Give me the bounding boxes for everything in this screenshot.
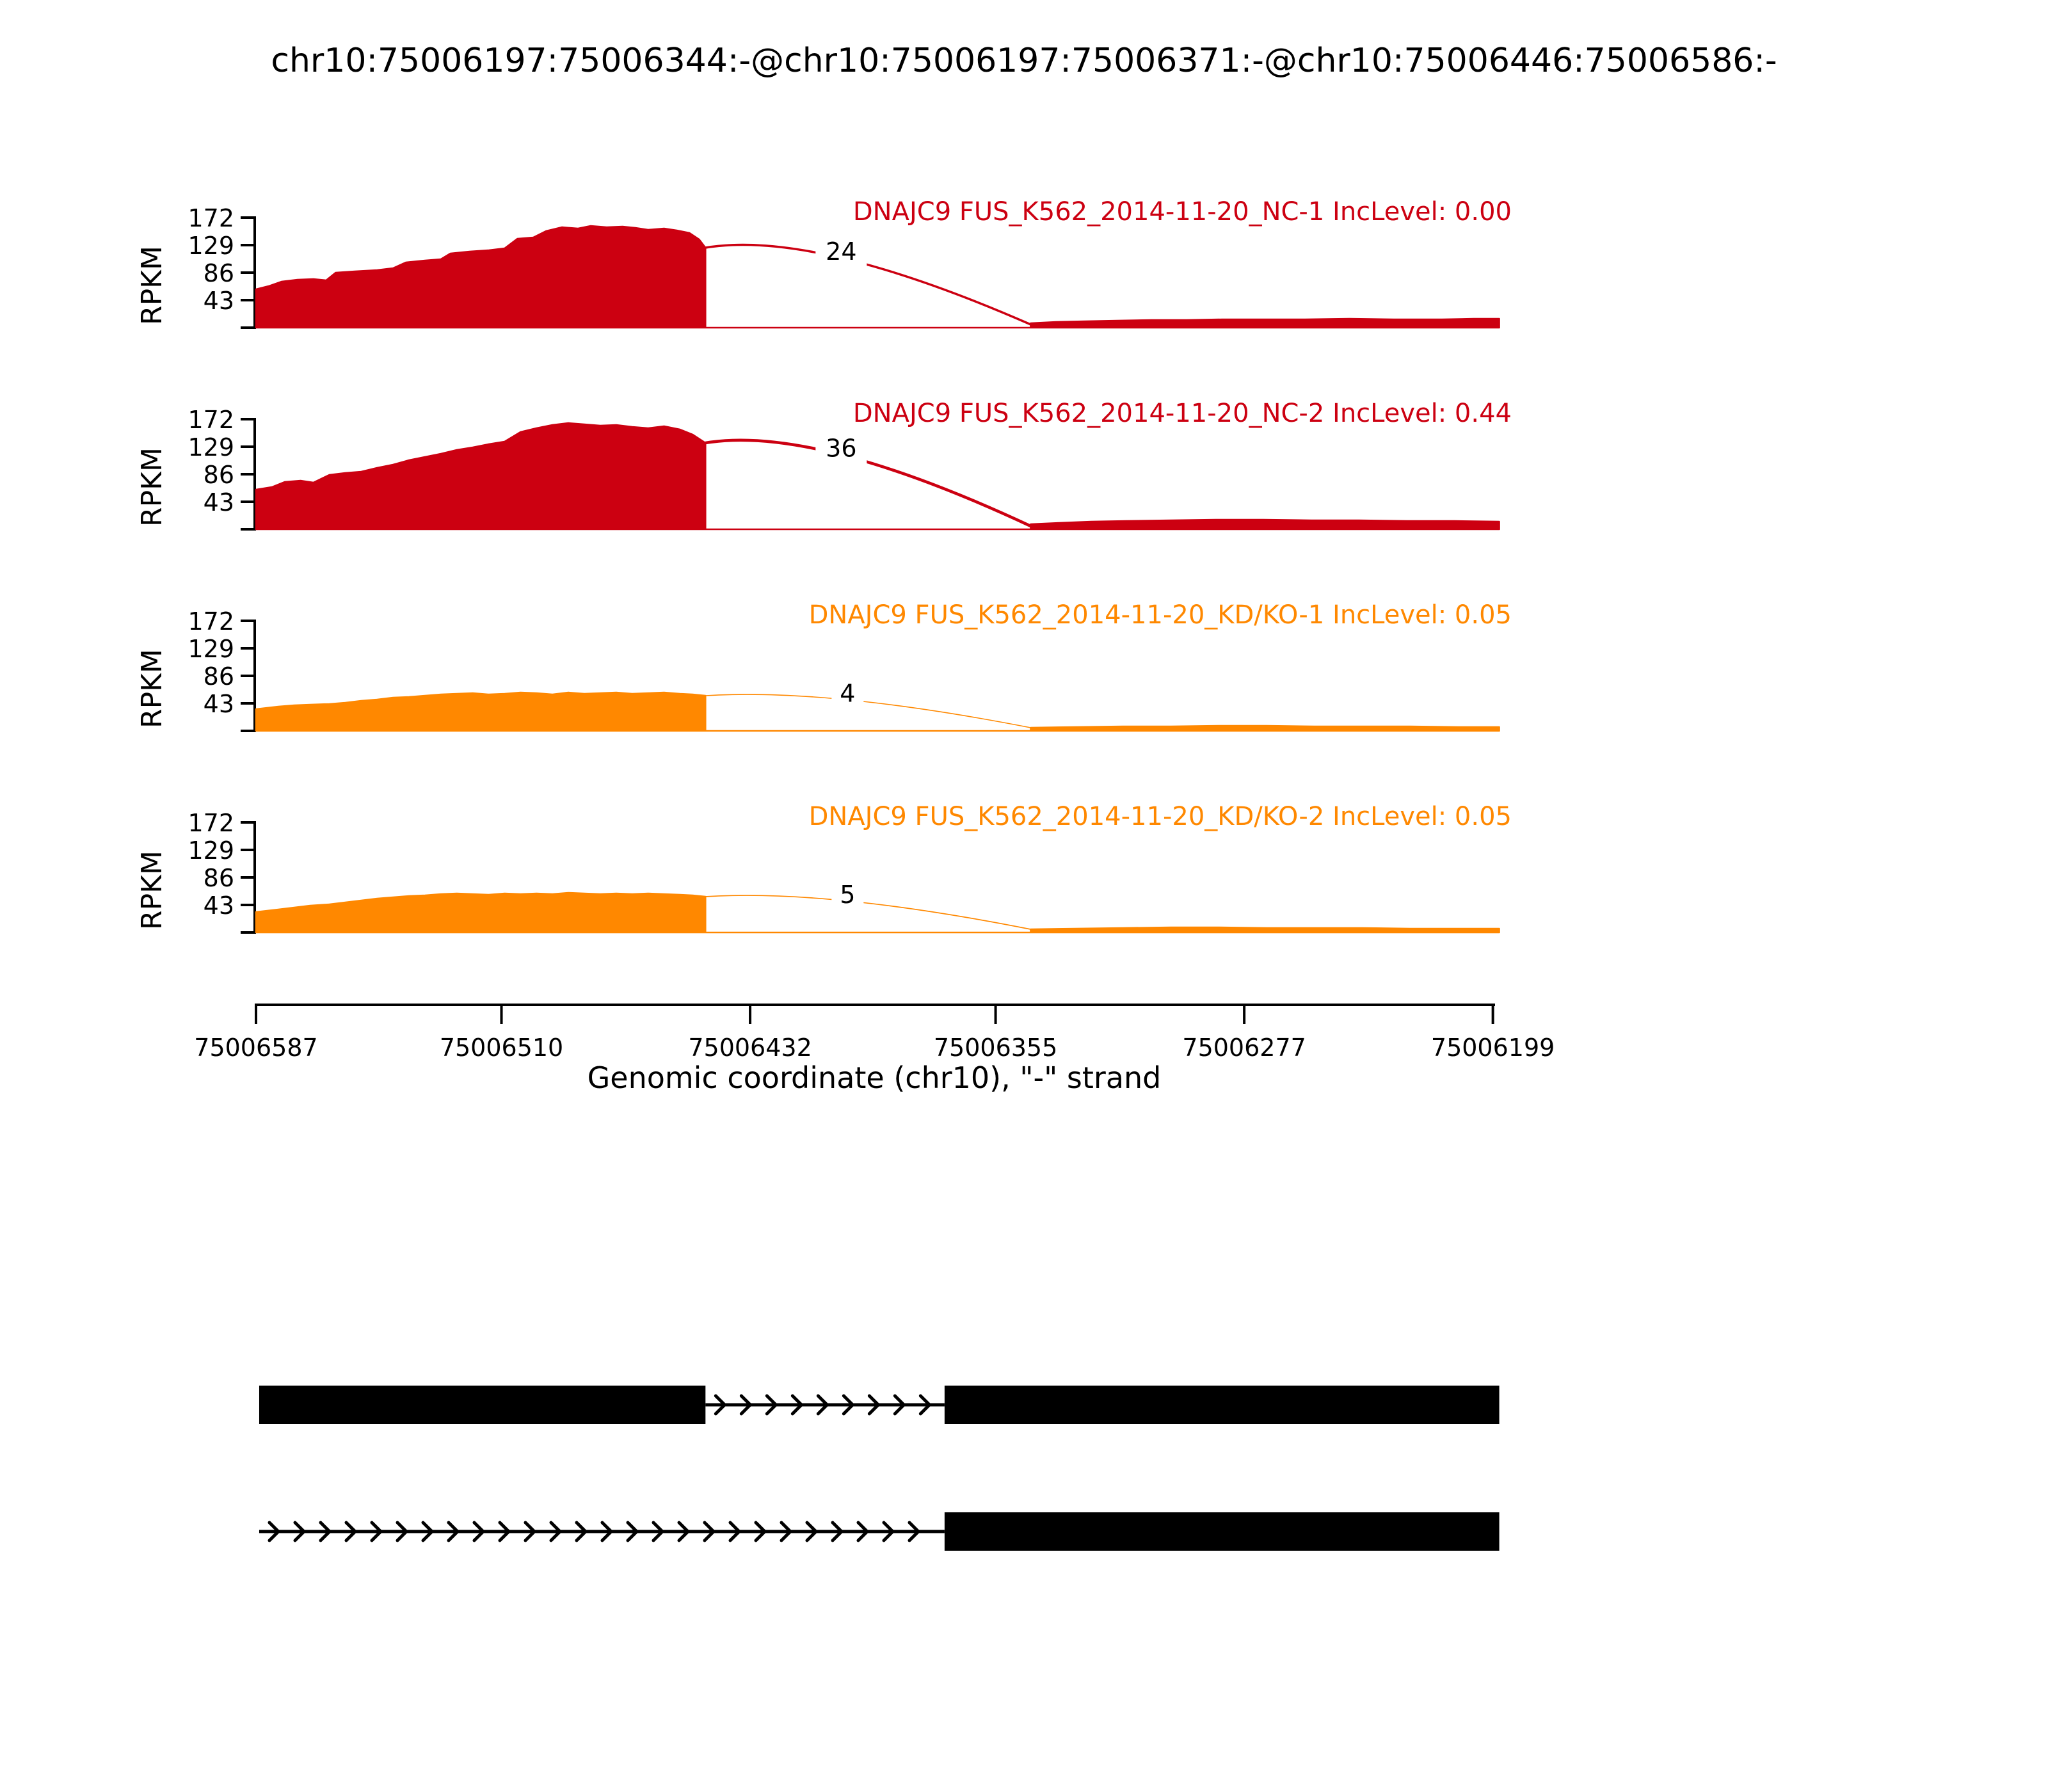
intron-chevron — [472, 1521, 486, 1542]
junction-label-mask — [831, 877, 864, 911]
intron-chevron — [396, 1521, 409, 1542]
coverage-area — [255, 225, 1500, 329]
exon-box — [259, 1386, 706, 1424]
intron-chevron — [344, 1521, 358, 1542]
intron-chevron — [549, 1521, 563, 1542]
intron-chevron — [268, 1521, 281, 1542]
intron-chevron — [626, 1521, 639, 1542]
figure-title: chr10:75006197:75006344:-@chr10:75006197… — [271, 42, 1777, 80]
junction-count-label: 24 — [826, 237, 856, 266]
intron-chevron — [714, 1394, 727, 1416]
intron-chevron — [805, 1521, 819, 1542]
y-tick-label: 86 — [204, 662, 234, 691]
junction-arc — [705, 895, 1031, 930]
sample-label: DNAJC9 FUS_K562_2014-11-20_KD/KO-2 IncLe… — [809, 802, 1512, 831]
junction-count-label: 5 — [840, 881, 855, 909]
x-tick-label: 75006587 — [194, 1034, 317, 1062]
junction-label-mask — [815, 431, 867, 465]
rpkm-axis-label: RPKM — [136, 447, 168, 527]
sample-label: DNAJC9 FUS_K562_2014-11-20_NC-1 IncLevel… — [853, 197, 1512, 227]
y-tick-label: 43 — [204, 690, 234, 718]
coverage-area — [255, 892, 1500, 934]
y-tick-label: 129 — [188, 635, 234, 663]
y-tick-label: 129 — [188, 836, 234, 865]
x-axis-title: Genomic coordinate (chr10), "-" strand — [588, 1060, 1162, 1095]
rpkm-axis-label: RPKM — [136, 649, 168, 728]
y-tick-label: 172 — [188, 607, 234, 636]
exon-box — [944, 1386, 1500, 1424]
junction-count-label: 4 — [840, 680, 855, 708]
x-tick-label: 75006355 — [934, 1034, 1057, 1062]
intron-chevron — [319, 1521, 332, 1542]
intron-chevron — [739, 1394, 753, 1416]
rpkm-axis-label: RPKM — [136, 851, 168, 930]
junction-arc — [705, 694, 1031, 728]
intron-chevron — [728, 1521, 742, 1542]
intron-chevron — [575, 1521, 588, 1542]
intron-chevron — [677, 1521, 691, 1542]
intron-chevron — [754, 1521, 767, 1542]
y-tick-label: 129 — [188, 433, 234, 461]
y-tick-label: 86 — [204, 461, 234, 489]
intron-chevron — [780, 1521, 793, 1542]
junction-label-mask — [831, 676, 864, 710]
intron-chevron — [765, 1394, 778, 1416]
intron-chevron — [447, 1521, 460, 1542]
rpkm-axis-label: RPKM — [136, 246, 168, 325]
intron-chevron — [908, 1521, 921, 1542]
intron-chevron — [370, 1521, 383, 1542]
intron-chevron — [816, 1394, 829, 1416]
junction-count-label: 36 — [826, 435, 856, 463]
x-tick-label: 75006432 — [688, 1034, 812, 1062]
coverage-area — [255, 691, 1500, 732]
y-tick-label: 43 — [204, 488, 234, 516]
intron-chevron — [893, 1394, 906, 1416]
sample-label: DNAJC9 FUS_K562_2014-11-20_KD/KO-1 IncLe… — [809, 600, 1512, 630]
y-tick-label: 172 — [188, 809, 234, 837]
intron-chevron — [600, 1521, 614, 1542]
intron-chevron — [498, 1521, 511, 1542]
intron-chevron — [918, 1394, 932, 1416]
sample-label: DNAJC9 FUS_K562_2014-11-20_NC-2 IncLevel… — [853, 399, 1512, 428]
y-tick-label: 86 — [204, 259, 234, 287]
junction-arc — [705, 438, 1032, 528]
x-axis: 75006587 75006510 75006432 75006355 75006277… — [194, 1004, 1555, 1062]
intron-chevron — [652, 1521, 665, 1542]
transcript-isoform-2 — [259, 1512, 1500, 1551]
intron-chevron — [524, 1521, 537, 1542]
intron-chevron — [421, 1521, 435, 1542]
y-tick-label: 43 — [204, 892, 234, 920]
junction-label-mask — [815, 235, 867, 268]
y-tick-label: 86 — [204, 864, 234, 892]
intron-chevron — [831, 1521, 844, 1542]
x-tick-label: 75006510 — [440, 1034, 563, 1062]
coverage-area — [255, 422, 1500, 531]
intron-chevron — [842, 1394, 855, 1416]
y-tick-label: 43 — [204, 287, 234, 315]
exon-box — [944, 1512, 1500, 1551]
intron-chevron — [856, 1521, 870, 1542]
intron-chevron — [790, 1394, 804, 1416]
intron-chevron — [703, 1521, 716, 1542]
y-tick-label: 172 — [188, 204, 234, 232]
x-tick-label: 75006199 — [1431, 1034, 1555, 1062]
transcript-isoform-1 — [259, 1386, 1500, 1424]
y-tick-label: 172 — [188, 406, 234, 434]
intron-chevron — [867, 1394, 881, 1416]
y-tick-label: 129 — [188, 232, 234, 260]
junction-arc — [705, 243, 1032, 326]
intron-chevron — [293, 1521, 307, 1542]
x-tick-label: 75006277 — [1182, 1034, 1306, 1062]
intron-chevron — [882, 1521, 895, 1542]
